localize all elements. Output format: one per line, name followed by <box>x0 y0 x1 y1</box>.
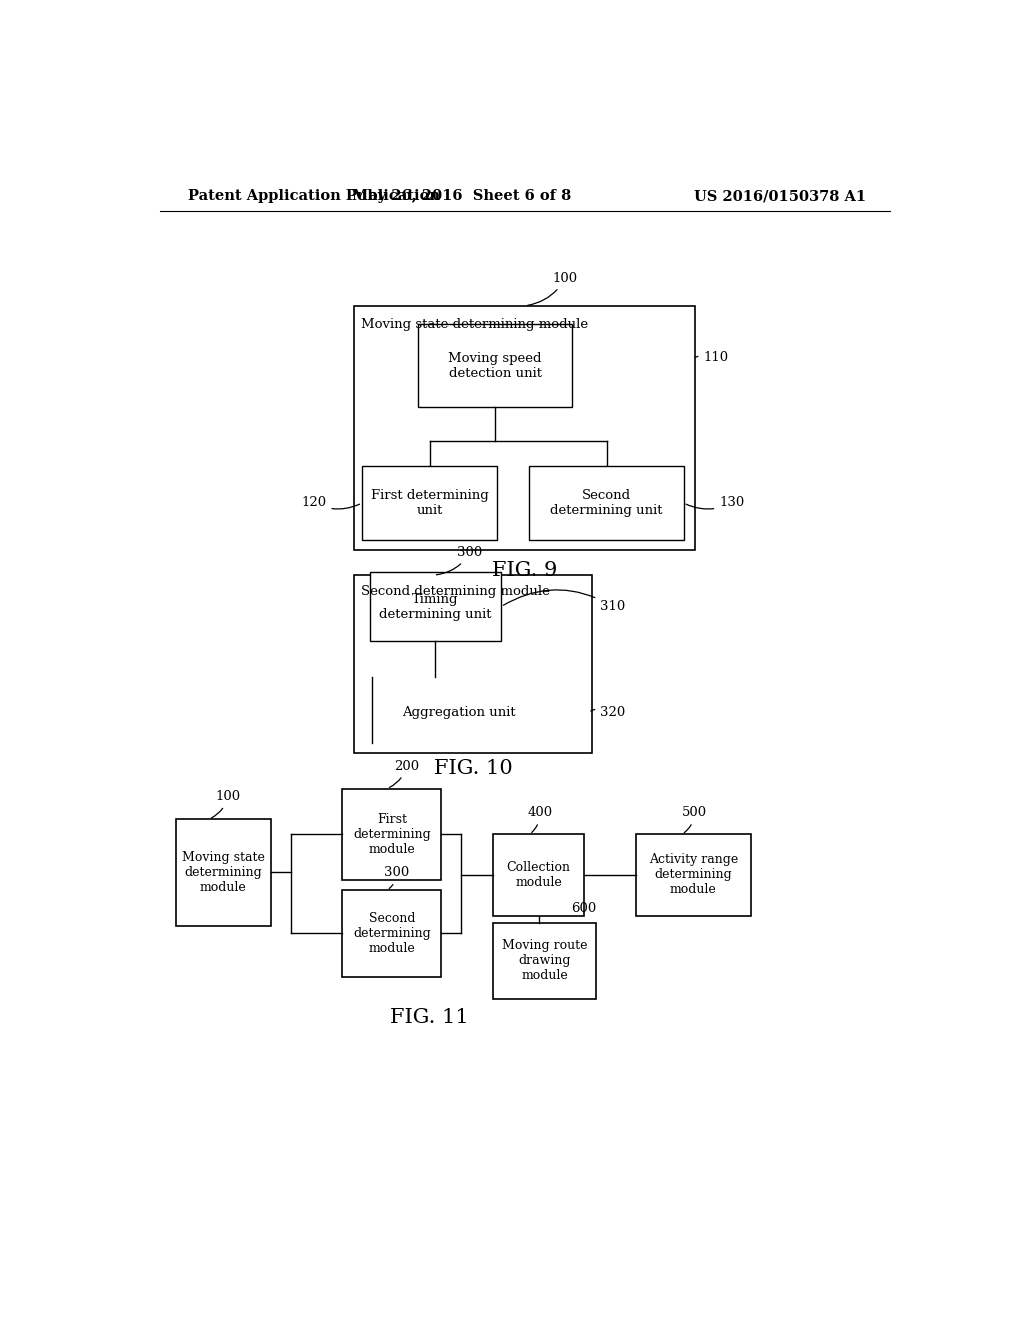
Text: 300: 300 <box>384 866 410 888</box>
Text: US 2016/0150378 A1: US 2016/0150378 A1 <box>694 189 866 203</box>
Text: Activity range
determining
module: Activity range determining module <box>649 854 738 896</box>
FancyBboxPatch shape <box>342 890 441 977</box>
Text: FIG. 11: FIG. 11 <box>390 1007 469 1027</box>
FancyBboxPatch shape <box>176 818 270 925</box>
FancyBboxPatch shape <box>362 466 497 540</box>
FancyBboxPatch shape <box>418 325 572 408</box>
Text: Second determining module: Second determining module <box>360 585 550 598</box>
Text: First determining
unit: First determining unit <box>371 488 488 517</box>
Text: Moving speed
detection unit: Moving speed detection unit <box>449 351 542 380</box>
FancyBboxPatch shape <box>494 834 585 916</box>
Text: Timing
determining unit: Timing determining unit <box>379 593 492 620</box>
Text: 200: 200 <box>389 760 419 788</box>
Text: 400: 400 <box>527 807 552 833</box>
FancyBboxPatch shape <box>494 923 596 999</box>
Text: FIG. 9: FIG. 9 <box>493 561 557 579</box>
Text: Moving state determining module: Moving state determining module <box>360 318 588 331</box>
Text: 130: 130 <box>686 496 744 510</box>
Text: 110: 110 <box>695 351 728 364</box>
Text: 120: 120 <box>301 496 359 510</box>
Text: 100: 100 <box>527 272 578 305</box>
Text: 100: 100 <box>212 791 241 818</box>
FancyBboxPatch shape <box>370 572 501 642</box>
Text: 600: 600 <box>571 902 596 915</box>
Text: FIG. 10: FIG. 10 <box>434 759 513 777</box>
Text: First
determining
module: First determining module <box>353 813 431 855</box>
FancyBboxPatch shape <box>354 576 592 752</box>
FancyBboxPatch shape <box>354 306 695 549</box>
Text: May 26, 2016  Sheet 6 of 8: May 26, 2016 Sheet 6 of 8 <box>351 189 571 203</box>
FancyBboxPatch shape <box>528 466 684 540</box>
Text: Moving route
drawing
module: Moving route drawing module <box>502 940 588 982</box>
Text: Moving state
determining
module: Moving state determining module <box>182 851 264 894</box>
FancyBboxPatch shape <box>342 788 441 880</box>
FancyBboxPatch shape <box>636 834 751 916</box>
Text: 320: 320 <box>591 706 626 719</box>
Text: Collection
module: Collection module <box>507 861 570 888</box>
Text: Second
determining
module: Second determining module <box>353 912 431 954</box>
Text: 500: 500 <box>682 807 707 833</box>
Text: Patent Application Publication: Patent Application Publication <box>187 189 439 203</box>
Text: 300: 300 <box>436 546 482 574</box>
Text: Aggregation unit: Aggregation unit <box>401 706 515 719</box>
Text: 310: 310 <box>504 590 626 612</box>
Text: Second
determining unit: Second determining unit <box>550 488 663 517</box>
